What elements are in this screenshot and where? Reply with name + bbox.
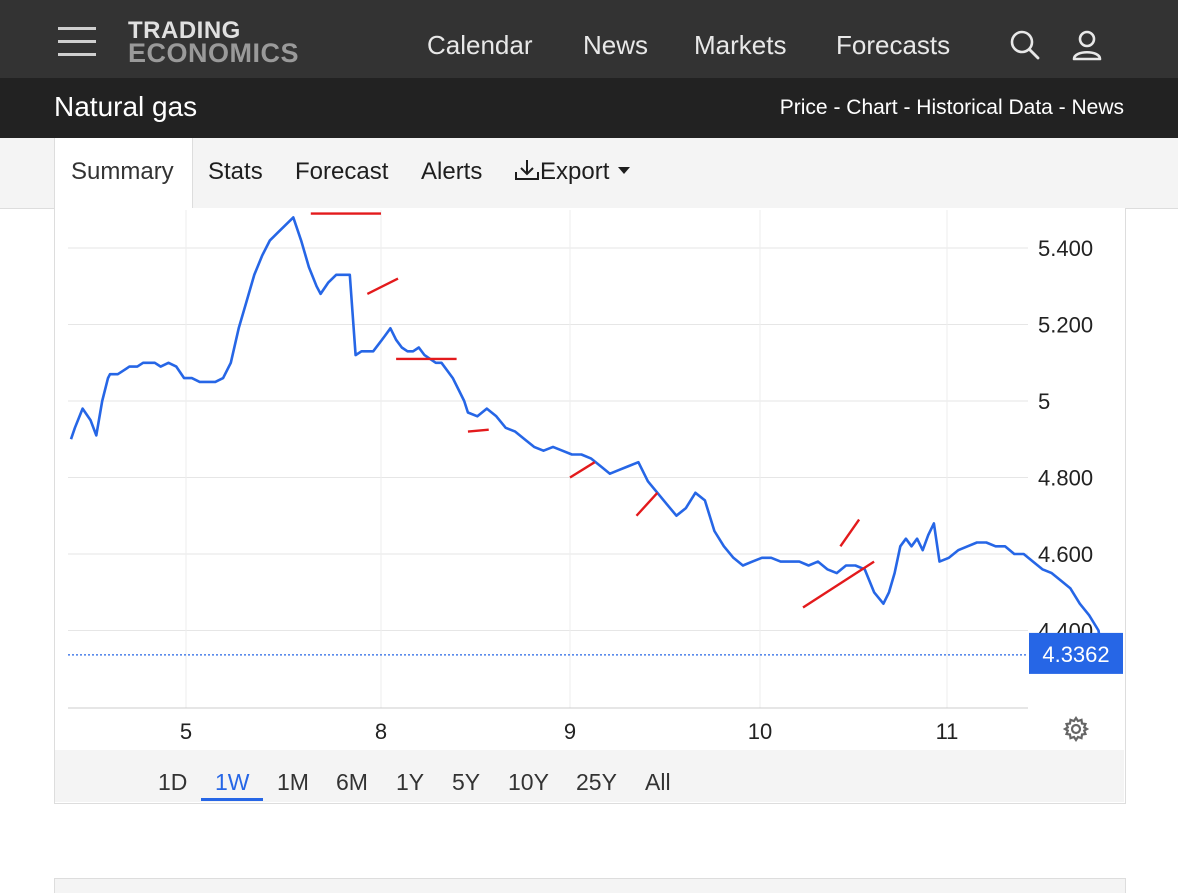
range-1w[interactable]: 1W [215,769,250,795]
chart-settings-gear-icon[interactable] [1062,715,1090,743]
range-1d[interactable]: 1D [158,769,188,795]
range-1y[interactable]: 1Y [396,769,425,795]
current-price-badge [1029,632,1123,674]
title-bar: Natural gas Price - Chart - Historical D… [0,78,1178,138]
range-10y[interactable]: 10Y [508,769,549,795]
next-section-card [54,878,1126,893]
range-6m[interactable]: 6M [336,769,368,795]
tab-summary[interactable]: Summary [71,158,174,185]
nav-calendar[interactable]: Calendar [427,30,533,60]
search-icon[interactable] [1008,28,1042,62]
caret-down-icon [618,167,631,174]
trendline-annotation [467,428,489,433]
x-tick-label: 10 [748,719,772,744]
breadcrumb-links[interactable]: Price - Chart - Historical Data - News [779,96,1124,119]
logo-line1: TRADING [128,17,241,44]
x-tick-label: 9 [564,719,576,744]
export-dropdown-button[interactable]: Export [514,158,632,186]
range-1m[interactable]: 1M [277,769,309,795]
top-navigation-bar: TRADING ECONOMICS Calendar News Markets … [0,0,1178,78]
page-title: Natural gas [54,91,198,122]
y-tick-label: 5.200 [1038,313,1093,338]
range-all[interactable]: All [645,769,671,795]
y-tick-label: 5 [1038,389,1050,414]
x-tick-label: 11 [936,719,959,744]
trendline-annotation [802,560,875,609]
trendline-annotation [839,518,861,548]
trendline-annotation [569,461,596,479]
active-range-underline [201,798,263,801]
user-account-icon[interactable] [1070,28,1104,62]
tab-summary-background [54,138,193,209]
x-tick-label: 8 [375,719,387,744]
current-price-label: 4.3362 [1042,642,1109,667]
trendline-annotation [366,277,399,295]
download-icon [515,160,539,180]
y-tick-label: 5.400 [1038,236,1093,261]
y-tick-label: 4.600 [1038,542,1093,567]
tab-stats[interactable]: Stats [208,158,263,185]
tab-forecast[interactable]: Forecast [295,158,389,185]
range-selector-bar: 1D 1W 1M 6M 1Y 5Y 10Y 25Y All [55,750,1124,802]
nav-news[interactable]: News [583,30,649,60]
range-5y[interactable]: 5Y [452,769,481,795]
nav-markets[interactable]: Markets [694,30,787,60]
tabs-bar: Summary Stats Forecast Alerts Export [0,138,1178,209]
price-line [69,216,1104,656]
export-label: Export [540,158,610,185]
nav-forecasts[interactable]: Forecasts [836,30,951,60]
range-25y[interactable]: 25Y [576,769,617,795]
x-tick-label: 5 [180,719,192,744]
trendline-annotation [635,491,659,517]
tab-alerts[interactable]: Alerts [421,158,483,185]
logo-line2: ECONOMICS [128,38,300,68]
hamburger-menu-icon[interactable] [58,27,96,57]
y-tick-label: 4.800 [1038,466,1093,491]
trading-economics-logo[interactable]: TRADING ECONOMICS [128,17,300,68]
